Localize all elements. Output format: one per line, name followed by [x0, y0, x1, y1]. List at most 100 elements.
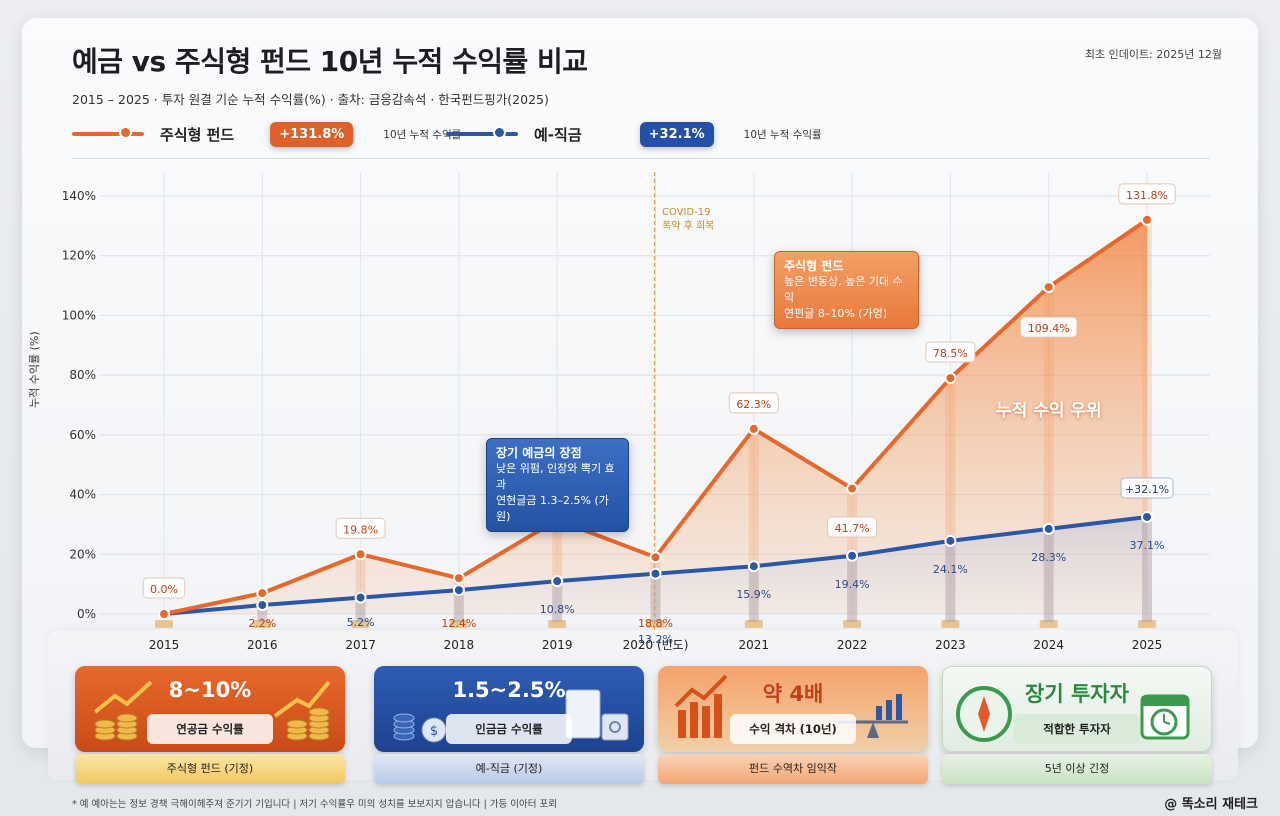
coins-up-icon [93, 680, 331, 741]
x-tick-label: 2025 [1132, 638, 1163, 652]
legend-deposit-name: 예-직금 [534, 125, 582, 144]
card-gap-footer: 펀드 수역차 임익작 [658, 754, 928, 784]
x-axis-base-marker [1039, 620, 1058, 628]
y-axis-title: 누적 수익률 (%) [28, 331, 41, 408]
fund-pillar [748, 428, 759, 622]
x-axis-base-marker [1138, 620, 1156, 628]
brand-signature: @ 똑소리 재테크 [1164, 797, 1258, 812]
fund-point [846, 482, 859, 495]
legend-fund-name: 주식형 펀드 [160, 125, 235, 144]
card-fund-label: 연공금 수익률 [147, 714, 273, 744]
fund-callout: 주식형 펀드 높은 변동상, 높은 기대 수익 연편글 8–10% (가엉) [774, 251, 919, 329]
deposit-pillar [1043, 528, 1054, 622]
deposit-point [1141, 510, 1153, 523]
deposit-data-label: 10.8% [540, 603, 575, 616]
fund-pillar [453, 578, 464, 622]
fund-data-label: 62.3% [736, 398, 771, 411]
fund-pillar [1142, 219, 1152, 622]
deposit-pillar [847, 555, 858, 622]
bank-coins-icon: $ [393, 689, 629, 743]
card-fund-value: 8~10% [168, 678, 252, 702]
legend-fund-badge: +131.8% [270, 121, 354, 147]
page-subtitle: 2015 – 2025 · 투자 원결 기순 누적 수익률(%) · 출차: 금… [72, 92, 549, 107]
svg-text:$: $ [430, 724, 438, 739]
compass-calendar-icon [956, 686, 1190, 742]
fund-point [256, 587, 269, 600]
fund-data-label: 78.5% [933, 347, 968, 360]
card-long-term-value: 장기 투자자 [1025, 682, 1129, 706]
card-gap: 약 4배 수익 격차 (10넌) 펀드 수역차 임익작 [658, 666, 928, 784]
fund-data-label: 131.8% [1126, 189, 1168, 202]
deposit-pillar [453, 590, 464, 622]
card-long-term: 장기 투자자 적합한 투자자 5년 이상 긴정 [942, 666, 1212, 784]
deposit-data-label: 19.4% [835, 578, 870, 591]
x-axis-base-marker [253, 620, 272, 628]
x-tick-label: 2018 [444, 638, 475, 652]
fund-pillar [650, 557, 661, 622]
deposit-point [649, 567, 662, 580]
card-fund: 8~10% 연공금 수익률 주식형 펀드 (기정) [75, 666, 345, 784]
fund-point [1141, 213, 1153, 226]
fund-point [452, 572, 465, 585]
deposit-data-label: 5.2% [347, 616, 375, 629]
fund-label-box [1020, 316, 1078, 338]
y-tick-label: 80% [69, 368, 96, 382]
legend-deposit-swatch [446, 128, 518, 137]
footnote: * 예 예아는는 정보 경책 극해이헤주져 준기기 기입니다 | 저기 수익률우… [72, 799, 558, 810]
fund-label-box [1118, 183, 1176, 205]
card-gap-label: 수익 격차 (10넌) [730, 714, 856, 744]
deposit-callout-title: 장기 예금의 장점 [496, 446, 582, 460]
y-tick-label: 20% [69, 547, 96, 561]
advantage-overlay: 누적 수익 우위 [996, 401, 1102, 421]
deposit-point [944, 534, 957, 547]
fund-callout-title: 주식형 펀드 [784, 259, 844, 273]
x-axis-base-marker [941, 620, 960, 628]
deposit-pillar [650, 573, 661, 622]
x-axis-base-marker [744, 620, 763, 628]
fund-point [354, 548, 367, 561]
card-deposit-footer: 예-직금 (기정) [374, 754, 644, 784]
y-tick-label: 60% [69, 428, 96, 442]
deposit-point [256, 599, 269, 612]
fund-label-box [728, 392, 779, 414]
fund-pillar [1043, 287, 1054, 622]
fund-callout-line-1: 높은 변동상, 높은 기대 수익 [784, 275, 903, 304]
legend-deposit-badge: +32.1% [639, 121, 714, 147]
fund-point [944, 372, 957, 385]
fund-pillar [355, 554, 366, 622]
legend-fund-swatch [72, 128, 144, 137]
deposit-callout-line-2: 연현글금 1.3–2.5% (가원) [496, 494, 609, 523]
x-axis-base-marker [646, 620, 665, 628]
deposit-data-label: 28.3% [1031, 551, 1066, 564]
x-tick-label: 2017 [345, 638, 376, 652]
page-title: 예금 vs 주식형 펀드 10년 누적 수익률 비교 [72, 45, 588, 78]
growth-chart-icon [674, 674, 908, 738]
deposit-end-badge [1120, 477, 1174, 499]
card-fund-footer: 주식형 펀드 (기정) [75, 754, 345, 784]
y-tick-label: 140% [62, 189, 96, 203]
fund-data-label: 2.2% [248, 617, 276, 630]
covid-annotation: COVID-19 폭악 후 회복 [662, 206, 714, 234]
fund-data-label: 0.0% [150, 583, 178, 596]
x-tick-label: 2024 [1033, 638, 1064, 652]
deposit-pillar [748, 566, 759, 622]
legend-deposit-desc: 10년 누적 수익률 [743, 128, 822, 141]
deposit-point [452, 584, 465, 597]
fund-data-label: 12.4% [441, 617, 476, 630]
deposit-point [846, 549, 859, 562]
deposit-callout-line-1: 낮은 위펌, 인장와 뽁기 효과 [496, 462, 615, 491]
x-axis-base-marker [155, 620, 173, 628]
x-axis-base-marker [351, 620, 370, 628]
x-tick-label: 2016 [247, 638, 278, 652]
fund-data-label: 18.8% [638, 617, 673, 630]
fund-point [747, 422, 760, 435]
x-tick-label: 2021 [739, 638, 770, 652]
fund-pillar [552, 519, 563, 622]
fund-data-label: 109.4% [1028, 322, 1070, 335]
deposit-pillar [552, 581, 563, 622]
card-long-term-footer: 5년 이상 긴정 [942, 754, 1212, 784]
x-axis-base-marker [449, 620, 468, 628]
legend-fund-desc: 10년 누적 수익률 [383, 128, 462, 141]
fund-label-box [925, 341, 976, 363]
